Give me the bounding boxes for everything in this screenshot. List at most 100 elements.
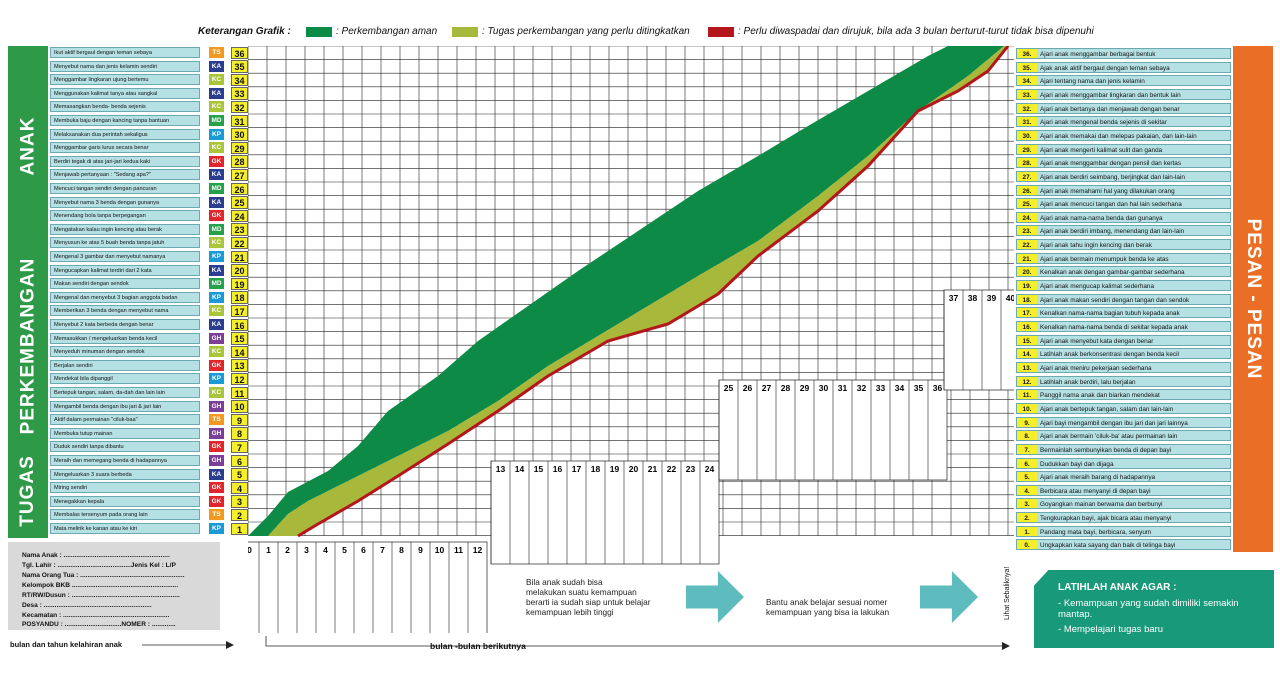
task-code-badge: KC (209, 387, 224, 398)
message-text: Ajari anak mengerti kalimat sulit dan ga… (1040, 146, 1163, 154)
message-number: 19. (1017, 281, 1037, 291)
field-kelompok-bkb[interactable]: Kelompok BKB ...........................… (22, 582, 179, 589)
field-posyandu[interactable]: POSYANDU : .............................… (22, 621, 176, 628)
month-label: 40 (1006, 293, 1014, 303)
task-number: 23 (231, 223, 248, 236)
message-item: 3. Goyangkan mainan berwarna dan berbunyi (1016, 498, 1231, 510)
message-item: 12. Latihlah anak berdiri, lalu berjalan (1016, 375, 1231, 387)
message-text: Ajari anak menggambar berbagai bentuk (1040, 51, 1156, 58)
field-desa[interactable]: Desa : .................................… (22, 602, 152, 609)
month-label: 20 (629, 464, 639, 474)
message-item: 15. Ajari anak menyebut kata dengan benar (1016, 334, 1231, 346)
banner-word-perkembangan: PERKEMBANGAN (17, 257, 38, 435)
task-number: 19 (231, 277, 248, 291)
task-code-badge: GH (209, 427, 224, 439)
task-code-badge: KP (209, 523, 224, 534)
message-text: Kenalkan nama-nama benda di sekitar kepa… (1040, 324, 1188, 331)
banner-word-tugas: TUGAS (17, 455, 38, 527)
month-label: 13 (496, 464, 506, 474)
month-label: 18 (591, 464, 601, 474)
message-item: 19. Ajari anak mengucap kalimat sederhana (1016, 280, 1231, 292)
task-number: 31 (231, 114, 248, 127)
task-number: 8 (231, 427, 248, 440)
message-text: Panggil nama anak dan biarkan mendekat (1040, 392, 1160, 400)
message-item: 17. Kenalkan nama-nama bagian tubuh kepad… (1016, 307, 1231, 319)
month-label: 23 (686, 464, 696, 474)
task-code-badge: TS (209, 414, 224, 426)
task-item: Meraih dan memegang benda di hadapannya (50, 455, 200, 466)
task-code-badge: GK (209, 441, 224, 453)
task-code-badge: GH (209, 400, 224, 412)
month-label: 10 (435, 545, 445, 555)
field-kecamatan[interactable]: Kecamatan : ............................… (22, 612, 170, 619)
message-item: 7. Bermainlah sembunyikan benda di depan … (1016, 443, 1231, 455)
message-text: Tengkurapkan bayi, ajak bicara atau meny… (1040, 515, 1172, 523)
message-number: 0. (1017, 540, 1037, 550)
message-number: 14. (1017, 349, 1037, 359)
task-item: Makan sendiri dengan sendok (50, 278, 200, 290)
task-item: Menggambar garis lurus secara benar (50, 142, 200, 154)
field-tgl-lahir[interactable]: Tgl. Lahir : ...........................… (22, 562, 176, 569)
task-code-badge: KA (209, 196, 224, 208)
left-banner: ANAK PERKEMBANGAN TUGAS (8, 46, 48, 538)
message-number: 26. (1017, 185, 1037, 195)
task-item: Bertepuk tangan, salam, da-dah dan lain … (50, 387, 200, 398)
task-item: Mengambil benda dengan ibu jari & jari l… (50, 400, 200, 412)
next-months-arrow (265, 636, 1010, 650)
month-label: 9 (418, 545, 423, 555)
message-number: 4. (1017, 485, 1037, 495)
message-text: Ajari anak mengucap kalimat sederhana (1040, 283, 1155, 291)
field-nama-anak[interactable]: Nama Anak : ............................… (22, 552, 170, 559)
task-code-badge: TS (209, 509, 224, 521)
message-number: 7. (1017, 444, 1037, 454)
task-code-badge: KA (209, 264, 224, 276)
message-text: Pandang mata bayi, berbicara, senyum (1040, 528, 1152, 536)
month-label: 14 (515, 464, 525, 474)
message-number: 33. (1017, 89, 1037, 99)
task-code-badge: KC (209, 101, 224, 113)
message-number: 2. (1017, 513, 1037, 523)
task-item: Memasangkan benda- benda sejenis (50, 101, 200, 113)
message-text: Ajari anak makan sendiri dengan tangan d… (1040, 296, 1190, 304)
message-number: 8. (1017, 431, 1037, 441)
message-text: Ajari anak bermain menumpuk benda ke ata… (1040, 255, 1169, 263)
message-text: Ajari anak menggambar lingkaran dan bent… (1040, 91, 1181, 99)
legend-swatch-olive (452, 27, 478, 37)
field-nama-orang-tua[interactable]: Nama Orang Tua : .......................… (22, 572, 185, 579)
green-band (248, 46, 1004, 536)
task-code-badge: GK (209, 482, 224, 494)
message-text: Dudukkan bayi dan dijaga (1040, 460, 1114, 468)
message-item: 6. Dudukkan bayi dan dijaga (1016, 457, 1231, 469)
task-item: Miring sendiri (50, 482, 200, 494)
message-number: 11. (1017, 390, 1037, 400)
task-number: 28 (231, 155, 248, 168)
birth-arrow (142, 641, 234, 649)
field-rt-rw[interactable]: RT/RW/Dusun : ..........................… (22, 592, 180, 599)
task-number: 16 (231, 318, 248, 331)
task-number: 22 (231, 236, 248, 250)
training-item-1: - Kemampuan yang sudah dimiliki semakin … (1058, 598, 1239, 620)
task-number: 29 (231, 141, 248, 155)
legend-label-olive: : Tugas perkembangan yang perlu ditingka… (482, 26, 690, 37)
note-help-text: Bantu anak belajar sesuai nomer kemampuan… (766, 597, 890, 617)
task-item: Mata melirik ke kanan atau ke kiri (50, 523, 200, 534)
task-code-badge: MD (209, 223, 224, 235)
month-label: 24 (705, 464, 715, 474)
task-code-badge: KA (209, 169, 224, 181)
legend-label-green: : Perkembangan aman (336, 26, 438, 37)
message-number: 20. (1017, 267, 1037, 277)
task-code-badge: KC (209, 305, 224, 317)
task-code-badge: KA (209, 319, 224, 330)
month-label: 0 (248, 545, 252, 555)
message-item: 16. Kenalkan nama-nama benda di sekitar k… (1016, 321, 1231, 332)
month-label: 15 (534, 464, 544, 474)
message-number: 24. (1017, 212, 1037, 222)
task-code-badge: GK (209, 210, 224, 222)
message-item: 22. Ajari anak tahu ingin kencing dan ber… (1016, 239, 1231, 251)
task-item: Membuka tutup mainan (50, 427, 200, 439)
month-label: 16 (553, 464, 563, 474)
message-item: 10. Ajari anak bertepuk tangan, salam dan… (1016, 402, 1231, 414)
task-item: Mendekat bila dipanggil (50, 373, 200, 385)
message-item: 24. Ajari anak nama-nama benda dan gunany… (1016, 211, 1231, 223)
